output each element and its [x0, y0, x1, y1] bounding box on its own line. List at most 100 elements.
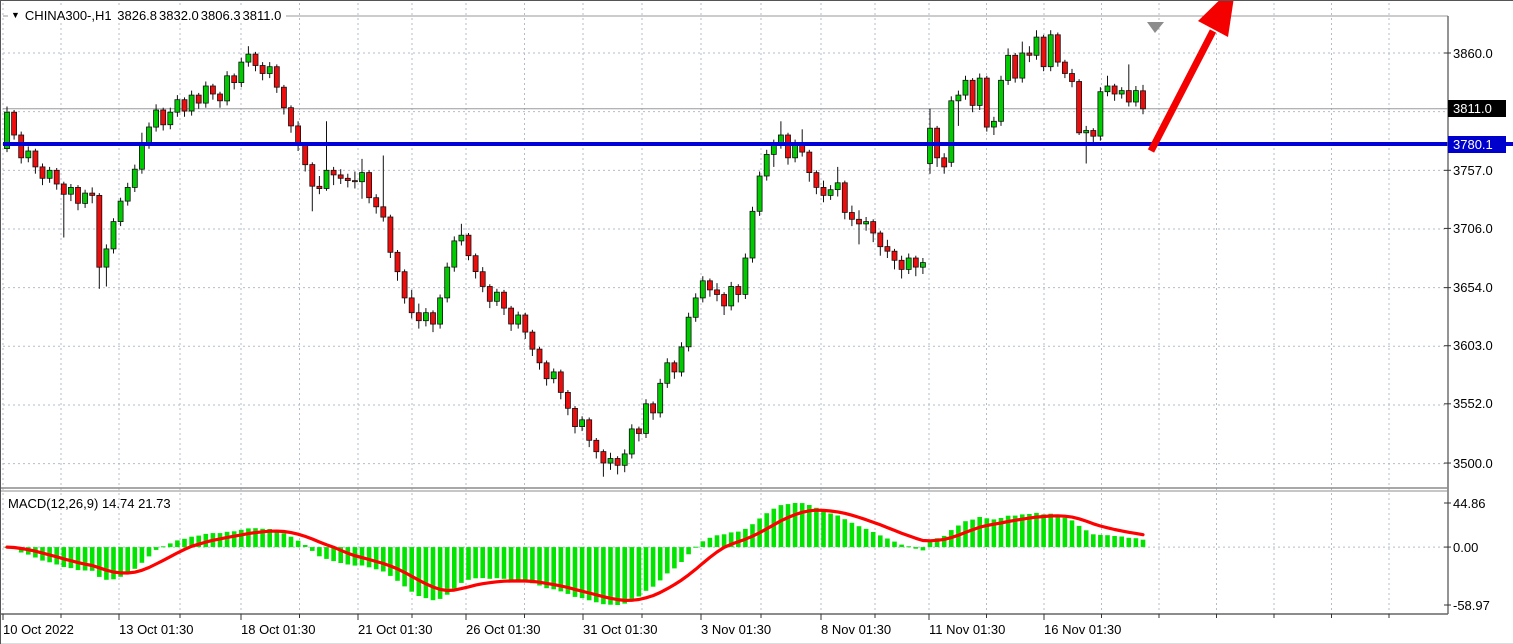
candle: [309, 164, 316, 187]
macd-histogram-bar: [1048, 513, 1053, 547]
candle: [912, 257, 919, 268]
macd-histogram-bar: [849, 522, 855, 548]
macd-histogram-bar: [231, 531, 237, 548]
macd-histogram-bar: [430, 547, 436, 601]
candle: [998, 79, 1004, 122]
macd-histogram-bar: [615, 547, 620, 605]
candle: [565, 391, 571, 409]
macd-histogram-bar: [224, 531, 230, 548]
candle: [543, 362, 550, 380]
candle: [394, 251, 401, 273]
macd-histogram-bar: [1083, 530, 1089, 547]
candle: [976, 77, 983, 106]
candle: [515, 314, 522, 325]
trend-arrow-shaft[interactable]: [1147, 29, 1217, 153]
price-axis-label: 3706.0: [1453, 220, 1493, 236]
candle: [870, 221, 877, 234]
candle: [1069, 73, 1075, 82]
candle: [834, 182, 841, 191]
macd-histogram-bar: [146, 547, 152, 557]
candle: [181, 99, 188, 112]
macd-histogram-bar: [714, 535, 720, 547]
candle: [39, 166, 46, 179]
macd-histogram-bar: [792, 503, 798, 548]
macd-histogram-bar: [842, 519, 848, 548]
macd-histogram-bar: [700, 541, 706, 547]
candle: [671, 362, 678, 373]
candle: [991, 120, 997, 128]
macd-histogram-bar: [515, 547, 521, 581]
macd-histogram-bar: [650, 547, 656, 587]
candle: [167, 111, 174, 126]
macd-histogram-bar: [75, 547, 81, 571]
macd-histogram-bar: [1055, 515, 1061, 548]
candle: [557, 371, 564, 393]
time-axis-label: 10 Oct 2022: [3, 622, 74, 637]
macd-histogram-bar: [984, 518, 990, 547]
macd-histogram-bar: [466, 547, 471, 580]
symbol-dropdown-icon[interactable]: ▼: [11, 10, 20, 20]
macd-histogram-bar: [423, 547, 429, 599]
candle: [32, 150, 39, 168]
macd-histogram-bar: [657, 547, 663, 581]
macd-histogram-bar: [395, 547, 400, 581]
macd-histogram-bar: [906, 546, 911, 548]
candle: [664, 362, 671, 384]
macd-histogram-bar: [1027, 514, 1032, 548]
macd-histogram-bar: [1020, 514, 1025, 548]
macd-histogram-bar: [317, 547, 322, 557]
macd-histogram-bar: [814, 507, 819, 548]
macd-histogram-bar: [111, 547, 116, 580]
macd-histogram-bar: [523, 547, 528, 582]
macd-histogram-bar: [487, 547, 493, 579]
candle: [415, 312, 422, 322]
macd-histogram-bar: [970, 519, 975, 548]
macd-histogram-bar: [1119, 536, 1124, 548]
macd-histogram-bar: [885, 538, 890, 548]
macd-histogram-bar: [345, 547, 351, 565]
macd-histogram-bar: [736, 531, 741, 548]
candle: [1140, 90, 1146, 110]
macd-histogram-bar: [104, 547, 109, 580]
macd-histogram-bar: [721, 534, 727, 548]
candle: [458, 234, 465, 242]
time-axis-label: 13 Oct 01:30: [119, 622, 194, 637]
candle: [806, 151, 813, 174]
macd-histogram-bar: [189, 536, 194, 548]
candle: [373, 197, 380, 208]
candle: [721, 294, 727, 307]
candle: [96, 194, 103, 268]
macd-histogram-bar: [452, 547, 457, 589]
time-axis-label: 3 Nov 01:30: [701, 622, 772, 637]
macd-histogram-bar: [643, 547, 649, 591]
macd-histogram-bar: [402, 547, 407, 587]
candle: [920, 262, 926, 268]
macd-histogram-bar: [679, 547, 684, 562]
macd-histogram-bar: [963, 521, 968, 548]
macd-histogram-bar: [934, 538, 940, 547]
symbol-label: CHINA300-,H1: [24, 8, 112, 23]
price-axis-label: 3860.0: [1453, 45, 1493, 61]
candle: [444, 266, 451, 299]
macd-histogram-bar: [1076, 525, 1082, 548]
price-axis-label: 3603.0: [1453, 338, 1493, 354]
macd-histogram-bar: [160, 546, 166, 548]
candle: [735, 286, 742, 295]
candle: [387, 216, 394, 253]
candle: [827, 189, 834, 196]
macd-histogram-bar: [388, 547, 393, 576]
macd-histogram-bar: [1133, 538, 1139, 548]
candle: [68, 186, 74, 195]
candle: [699, 280, 706, 299]
candle: [969, 79, 976, 106]
macd-histogram-bar: [1062, 517, 1068, 547]
candle: [785, 134, 791, 159]
macd-histogram-bar: [473, 547, 478, 579]
price-tag-line: 3780.1: [1448, 135, 1506, 153]
chart-end-marker-icon[interactable]: [1147, 22, 1164, 33]
macd-histogram-bar: [629, 547, 635, 600]
candle: [593, 439, 600, 453]
macd-histogram-bar: [68, 547, 74, 569]
